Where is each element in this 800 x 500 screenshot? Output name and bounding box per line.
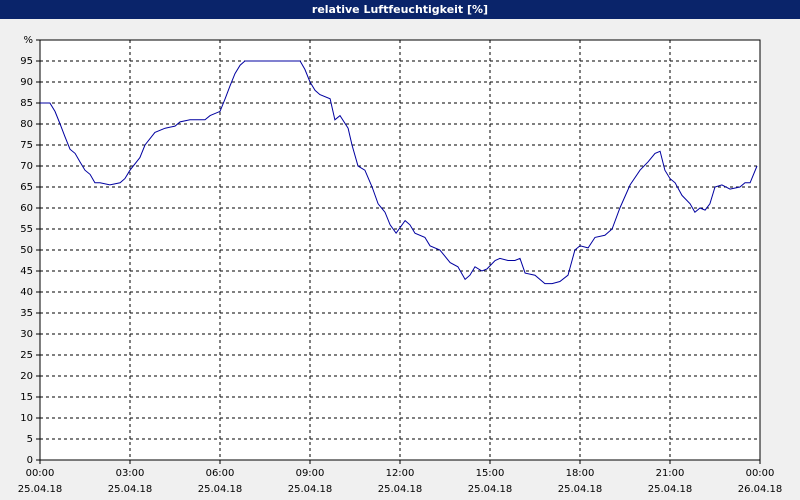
- y-tick-label: 90: [20, 77, 33, 88]
- y-tick-label: 65: [20, 182, 33, 193]
- y-tick-label: %: [23, 35, 33, 46]
- x-tick-date: 25.04.18: [198, 484, 243, 495]
- y-tick-label: 30: [20, 329, 33, 340]
- y-tick-label: 40: [20, 287, 33, 298]
- y-tick-label: 35: [20, 308, 33, 319]
- y-tick-label: 60: [20, 203, 33, 214]
- x-tick-label: 00:00: [26, 468, 55, 479]
- y-tick-label: 55: [20, 224, 33, 235]
- y-tick-label: 5: [27, 434, 33, 445]
- data-line: [40, 60, 758, 285]
- y-tick-label: 15: [20, 392, 33, 403]
- x-tick-date: 26.04.18: [738, 484, 783, 495]
- title-bar: [0, 0, 800, 19]
- y-tick-label: 50: [20, 245, 33, 256]
- x-tick-date: 25.04.18: [18, 484, 63, 495]
- y-tick-label: 10: [20, 413, 33, 424]
- y-tick-label: 45: [20, 266, 33, 277]
- y-tick-label: 75: [20, 140, 33, 151]
- x-tick-date: 25.04.18: [468, 484, 513, 495]
- y-tick-label: 0: [27, 455, 33, 466]
- y-tick-label: 20: [20, 371, 33, 382]
- y-tick-label: 85: [20, 98, 33, 109]
- x-tick-date: 25.04.18: [288, 484, 333, 495]
- x-tick-date: 25.04.18: [648, 484, 693, 495]
- y-tick-label: 95: [20, 56, 33, 67]
- y-tick-label: 25: [20, 350, 33, 361]
- y-tick-label: 70: [20, 161, 33, 172]
- x-tick-label: 18:00: [566, 468, 595, 479]
- x-tick-label: 15:00: [476, 468, 505, 479]
- y-tick-label: 80: [20, 119, 33, 130]
- x-tick-label: 09:00: [296, 468, 325, 479]
- x-tick-label: 21:00: [656, 468, 685, 479]
- x-tick-label: 00:00: [746, 468, 775, 479]
- x-tick-date: 25.04.18: [108, 484, 153, 495]
- x-tick-label: 06:00: [206, 468, 235, 479]
- chart-title: relative Luftfeuchtigkeit [%]: [312, 3, 488, 16]
- x-tick-date: 25.04.18: [378, 484, 423, 495]
- x-tick-label: 12:00: [386, 468, 415, 479]
- x-tick-label: 03:00: [116, 468, 145, 479]
- x-tick-date: 25.04.18: [558, 484, 603, 495]
